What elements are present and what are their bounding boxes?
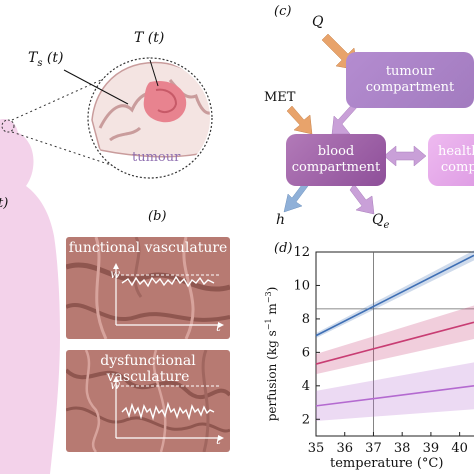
healthy-compartment-node: health comp [428,134,474,186]
functional-vasculature-title: functional vasculature [68,240,228,256]
series-1-line [315,254,474,337]
vessel-texture-bottom [66,350,230,452]
arrow-blood-healthy [383,145,427,167]
y-tick-label: 4 [302,379,310,394]
vessel-texture-top [66,237,230,339]
tumour-site-marker [1,119,15,133]
series-2-band [316,305,474,375]
t-axis-label-bottom: t [216,433,221,447]
series-3-line [315,385,474,407]
compartment-arrows [283,33,427,215]
human-body-silhouette [0,131,60,474]
y-tick-label: 12 [293,245,310,260]
y-tick-label: 6 [302,345,310,360]
x-tick-label: 36 [336,441,353,456]
label-Ts-sub: s [37,57,43,69]
plot-frame [315,251,474,437]
output-Qe-label: Qe [372,212,389,231]
T-pointer-line [149,59,159,87]
x-tick-label: 39 [423,441,440,456]
tumour-lesion [143,80,187,123]
blood-compartment-node: blood compartment [286,134,386,186]
label-Ts: Ts (t) [28,50,63,69]
input-Q-label: Q [312,14,324,30]
x-tick-label: 40 [451,441,468,456]
panel-c-label: (c) [274,4,292,19]
panel-d-label: (d) [274,241,293,256]
y-tick-label: 8 [302,312,310,327]
y-tick-label: 2 [302,412,310,427]
label-Ts-main: T [28,50,38,66]
x-axis-title: temperature (°C) [330,456,444,471]
tumour-caption: tumour [132,150,181,165]
series-3-band [316,362,474,421]
x-tick-label: 38 [394,441,411,456]
x-tick-label: 37 [365,441,382,456]
x-tick-label: 35 [308,441,325,456]
y-tick-label: 10 [293,278,310,293]
tumour-compartment-node: tumour compartment [346,52,474,108]
output-Qe-main: Q [372,212,384,228]
arrow-Qe [349,183,375,215]
w-axis-label-bottom: w [110,378,121,392]
dysfunctional-vasculature-image: dysfunctional vasculature w t [66,350,230,452]
functional-vasculature-image: functional vasculature w t [66,237,230,339]
series-2-line [315,321,474,365]
w-axis-label-top: w [110,267,121,281]
label-T: T (t) [134,30,165,46]
panel-a-figure [0,57,213,474]
body-label-fragment: t) [0,196,9,211]
arrow-MET [286,105,313,135]
output-h-label: h [276,212,286,228]
Ts-pointer-line [63,69,129,105]
t-axis-label-top: t [216,320,221,334]
output-Qe-sub: e [383,219,390,231]
label-Ts-arg: (t) [42,50,64,66]
dysfunctional-vasculature-title: dysfunctional vasculature [100,353,196,385]
panel-b-label: (b) [148,209,167,224]
input-MET-label: MET [264,90,296,105]
